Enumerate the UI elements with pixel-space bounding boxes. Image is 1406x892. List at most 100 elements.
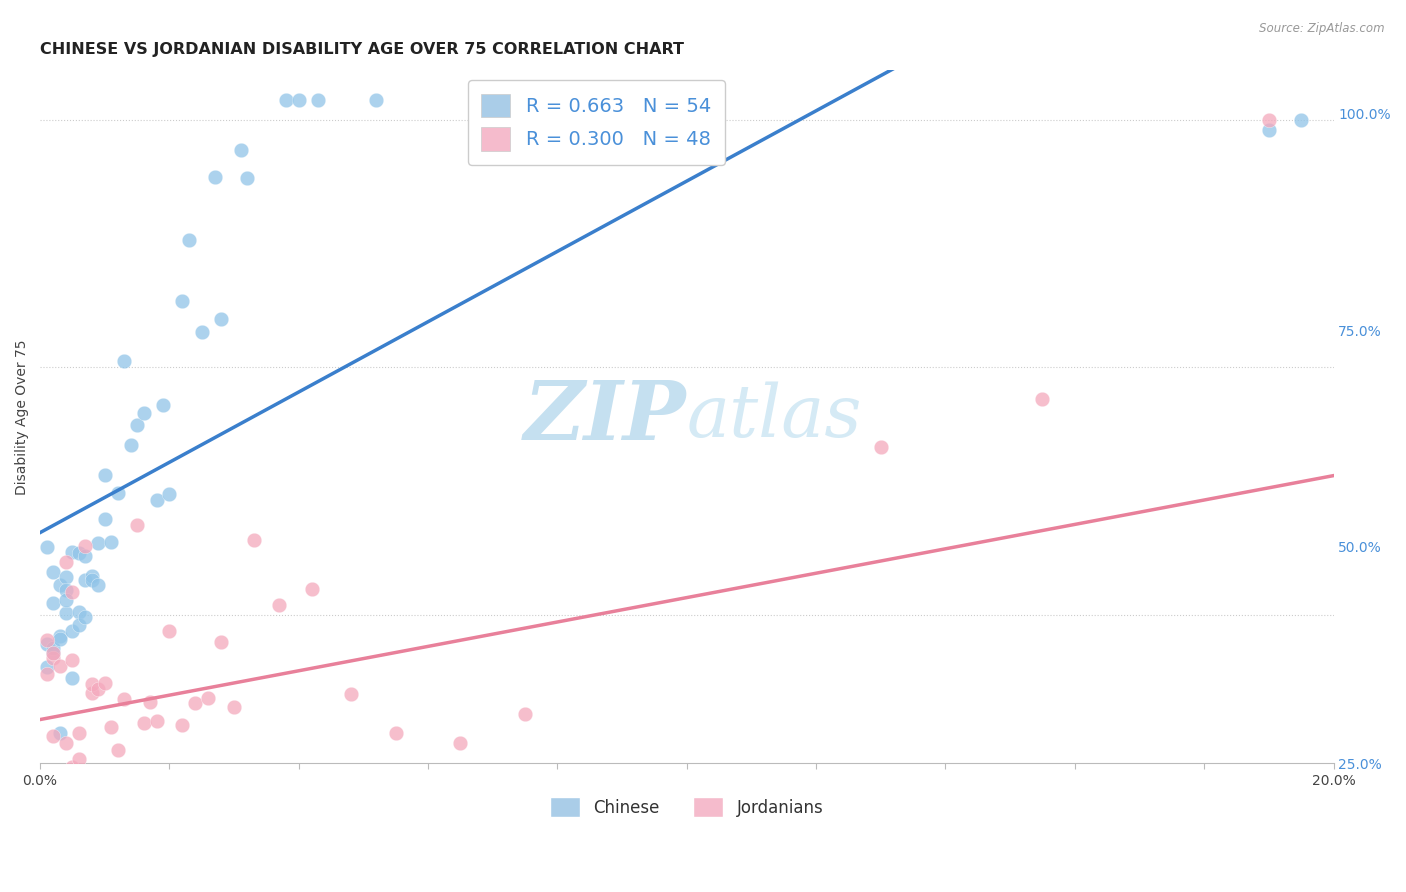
- Point: [87, 578, 110, 592]
- Point: [159, 624, 181, 639]
- Point: [145, 492, 167, 507]
- Point: [75, 774, 97, 789]
- Point: [468, 93, 491, 107]
- Point: [366, 93, 388, 107]
- Point: [94, 512, 117, 526]
- Point: [42, 565, 65, 579]
- Text: ZIP: ZIP: [524, 376, 686, 457]
- Point: [94, 468, 117, 483]
- Point: [80, 574, 103, 588]
- Point: [274, 93, 297, 107]
- Point: [100, 535, 122, 549]
- Point: [55, 582, 77, 597]
- Point: [120, 438, 142, 452]
- Point: [75, 609, 97, 624]
- Point: [127, 517, 149, 532]
- Point: [55, 555, 77, 569]
- Point: [55, 570, 77, 584]
- Point: [120, 829, 142, 843]
- Point: [80, 677, 103, 691]
- Point: [42, 646, 65, 660]
- Point: [35, 637, 58, 651]
- Point: [48, 632, 70, 646]
- Point: [513, 706, 536, 721]
- Text: Source: ZipAtlas.com: Source: ZipAtlas.com: [1260, 22, 1385, 36]
- Y-axis label: Disability Age Over 75: Disability Age Over 75: [15, 339, 30, 494]
- Point: [172, 718, 194, 732]
- Point: [288, 93, 311, 107]
- Point: [35, 667, 58, 681]
- Point: [67, 725, 90, 739]
- Point: [1257, 112, 1279, 127]
- Point: [48, 577, 70, 591]
- Point: [236, 171, 259, 186]
- Point: [242, 533, 264, 547]
- Point: [107, 743, 129, 757]
- Point: [67, 617, 90, 632]
- Point: [35, 660, 58, 674]
- Point: [62, 584, 84, 599]
- Point: [48, 659, 70, 673]
- Point: [1257, 123, 1279, 137]
- Point: [307, 93, 329, 107]
- Point: [385, 726, 408, 740]
- Point: [546, 93, 568, 107]
- Point: [62, 624, 84, 639]
- Point: [35, 541, 58, 555]
- Point: [1031, 392, 1053, 406]
- Point: [339, 687, 361, 701]
- Point: [87, 681, 110, 696]
- Point: [80, 568, 103, 582]
- Point: [62, 653, 84, 667]
- Point: [1289, 112, 1312, 127]
- Text: CHINESE VS JORDANIAN DISABILITY AGE OVER 75 CORRELATION CHART: CHINESE VS JORDANIAN DISABILITY AGE OVER…: [41, 42, 685, 57]
- Point: [67, 605, 90, 619]
- Point: [301, 582, 323, 596]
- Point: [112, 354, 135, 368]
- Point: [48, 726, 70, 740]
- Point: [172, 293, 194, 308]
- Point: [55, 607, 77, 621]
- Point: [48, 837, 70, 851]
- Point: [177, 233, 200, 247]
- Point: [80, 686, 103, 700]
- Point: [132, 716, 155, 731]
- Point: [209, 312, 232, 326]
- Point: [75, 549, 97, 563]
- Point: [229, 143, 252, 157]
- Point: [869, 440, 891, 454]
- Point: [55, 804, 77, 818]
- Point: [145, 714, 167, 728]
- Text: atlas: atlas: [686, 382, 862, 452]
- Point: [152, 398, 174, 412]
- Point: [107, 486, 129, 500]
- Point: [184, 697, 207, 711]
- Point: [191, 325, 214, 339]
- Point: [55, 736, 77, 750]
- Point: [75, 574, 97, 588]
- Point: [42, 729, 65, 743]
- Point: [62, 671, 84, 685]
- Point: [42, 596, 65, 610]
- Point: [48, 629, 70, 643]
- Point: [62, 760, 84, 774]
- Point: [224, 700, 246, 714]
- Point: [100, 720, 122, 734]
- Point: [42, 650, 65, 665]
- Point: [269, 598, 291, 612]
- Legend: Chinese, Jordanians: Chinese, Jordanians: [544, 790, 830, 824]
- Point: [87, 536, 110, 550]
- Point: [62, 545, 84, 559]
- Point: [450, 736, 472, 750]
- Point: [159, 486, 181, 500]
- Point: [42, 641, 65, 656]
- Point: [132, 406, 155, 420]
- Point: [197, 691, 219, 706]
- Point: [139, 695, 162, 709]
- Point: [209, 635, 232, 649]
- Point: [35, 632, 58, 647]
- Point: [112, 692, 135, 706]
- Point: [67, 752, 90, 766]
- Point: [55, 593, 77, 607]
- Point: [127, 418, 149, 433]
